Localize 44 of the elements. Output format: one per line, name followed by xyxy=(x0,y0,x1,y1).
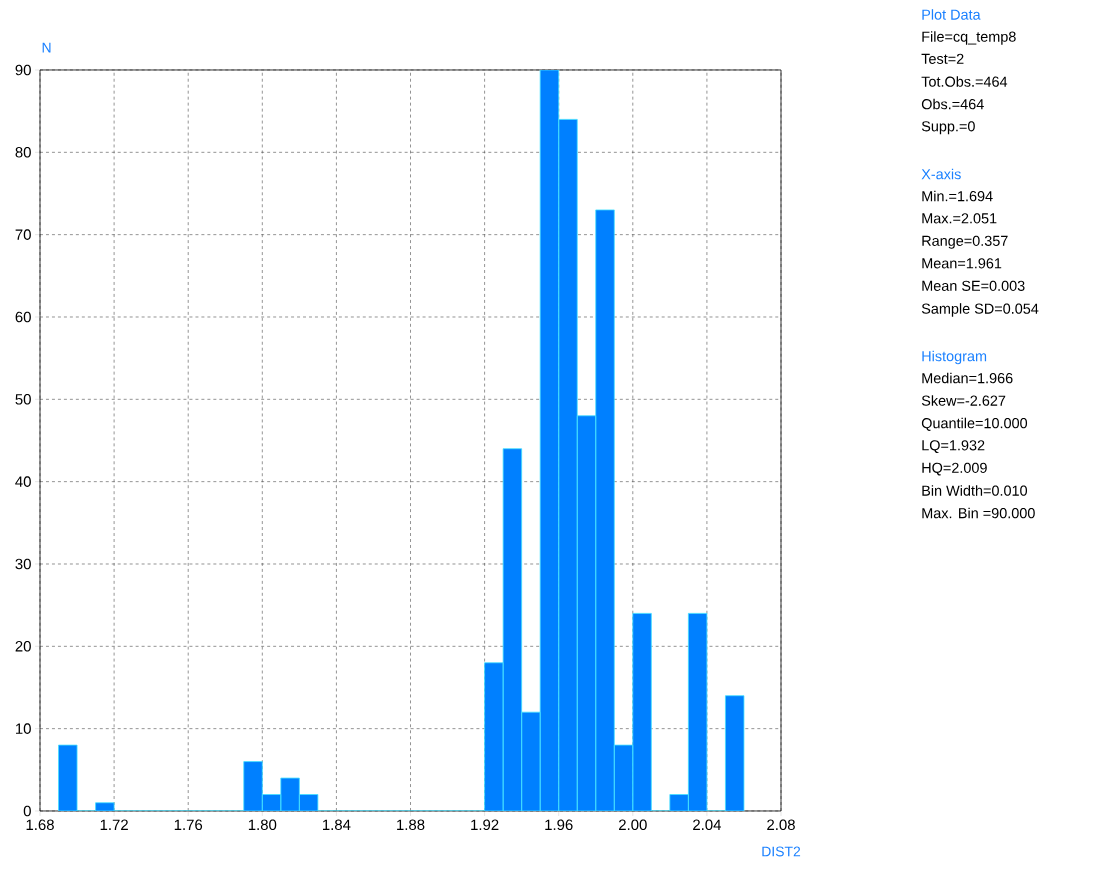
text: Max.=2.051 xyxy=(922,213,997,224)
text: Median=1.966 xyxy=(922,372,1013,384)
text: Plot Data xyxy=(922,9,981,20)
x-tick-label: 2.08 xyxy=(767,819,795,831)
text: Sample SD=0.054 xyxy=(921,303,1039,317)
text: HQ=2.009 xyxy=(922,462,987,476)
x-tick-label: 1.88 xyxy=(397,819,425,831)
x-tick-label: 1.76 xyxy=(174,819,203,831)
text: Skew=-2.627 xyxy=(921,395,1006,406)
text: Mean SE=0.003 xyxy=(922,280,1025,291)
text: Histogram xyxy=(922,350,987,365)
x-tick-label: 1.92 xyxy=(471,819,499,831)
y-tick-label: 10 xyxy=(16,723,31,734)
text: Obs.=464 xyxy=(921,98,984,110)
text: Bin Width=0.010 xyxy=(922,485,1028,496)
x-tick-label: 1.96 xyxy=(545,819,573,831)
x-tick-label: 1.80 xyxy=(248,819,277,831)
text: X-axis xyxy=(921,168,961,180)
x-tick-label: 2.00 xyxy=(619,819,647,831)
x-tick-label: 1.68 xyxy=(26,819,54,831)
text: Max. Bin =90.000 xyxy=(922,507,1035,519)
text: Mean=1.961 xyxy=(922,258,1002,269)
y-tick-label: 70 xyxy=(15,229,31,240)
y-axis-title: N xyxy=(42,42,51,53)
x-tick-label: 2.04 xyxy=(693,819,722,831)
text: Range=0.357 xyxy=(922,235,1008,249)
y-tick-label: 30 xyxy=(15,558,31,570)
y-tick-label: 20 xyxy=(15,641,31,652)
text: Tot.Obs.=464 xyxy=(921,76,1008,87)
x-tick-label: 1.72 xyxy=(100,819,128,830)
text: Min.=1.694 xyxy=(922,190,993,202)
text: LQ=1.932 xyxy=(922,440,985,453)
y-tick-label: 0 xyxy=(23,805,31,817)
y-tick-label: 60 xyxy=(15,311,31,323)
text: Quantile=10.000 xyxy=(921,417,1028,431)
y-tick-label: 50 xyxy=(15,394,31,405)
y-tick-label: 40 xyxy=(15,476,31,487)
text: Supp.=0 xyxy=(921,121,975,135)
x-tick-label: 1.84 xyxy=(323,819,351,831)
y-tick-label: 90 xyxy=(15,64,31,76)
y-tick-label: 80 xyxy=(15,147,31,158)
text: File=cq_temp8 xyxy=(922,31,1016,45)
x-axis-title: DIST2 xyxy=(762,846,801,857)
text: Test=2 xyxy=(921,53,964,64)
